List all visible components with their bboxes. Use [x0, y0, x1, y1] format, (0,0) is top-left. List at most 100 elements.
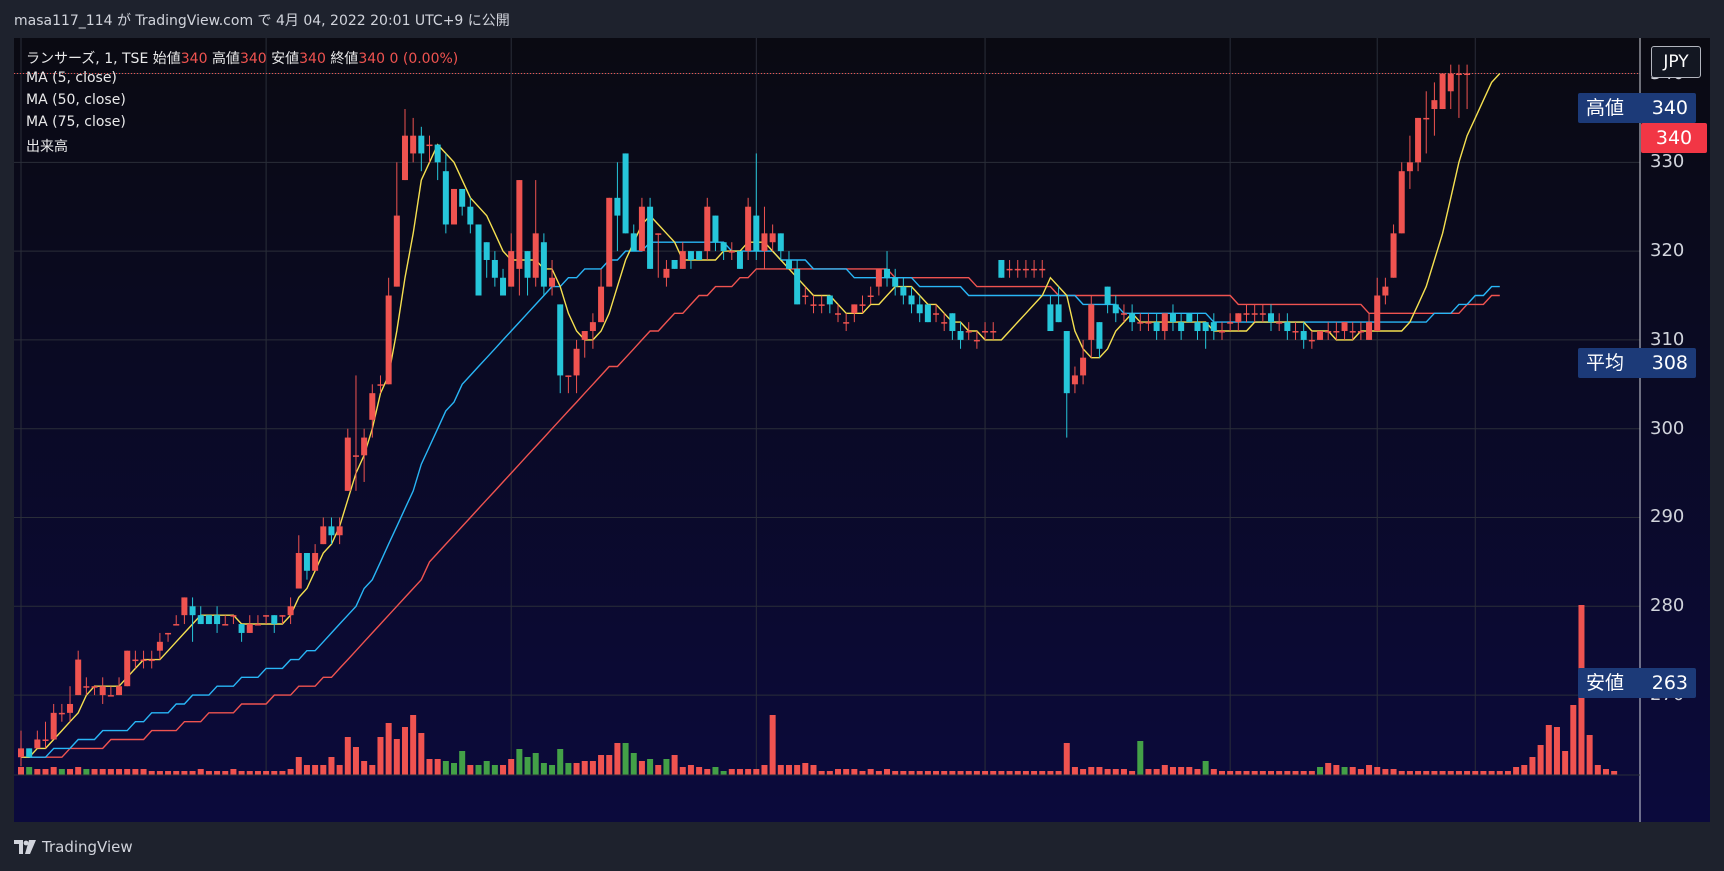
candle	[851, 304, 858, 323]
volume-bar	[287, 769, 294, 775]
candle-body	[679, 251, 686, 269]
volume-bar	[998, 771, 1005, 775]
candle-body	[532, 233, 539, 278]
candle	[230, 615, 237, 625]
volume-bar	[67, 769, 74, 775]
candle	[663, 259, 670, 287]
candle	[802, 286, 809, 305]
candle-body	[295, 553, 302, 589]
volume-bar	[1406, 771, 1413, 775]
candle	[1014, 259, 1021, 278]
candle	[1251, 304, 1258, 323]
volume-bar	[810, 765, 817, 775]
candle-body	[843, 322, 850, 324]
candle-body	[728, 251, 735, 253]
volume-bar	[361, 761, 368, 775]
candle-body	[483, 242, 490, 260]
candle	[1169, 304, 1176, 332]
candle-body	[924, 304, 931, 323]
volume-bar	[238, 771, 245, 775]
candle-body	[982, 331, 989, 333]
candle	[1210, 313, 1217, 340]
candle-body	[140, 659, 147, 662]
candle	[1423, 91, 1430, 154]
candle-body	[638, 206, 645, 252]
volume-bar	[1357, 769, 1364, 775]
volume-bar	[1570, 705, 1577, 775]
tradingview-logo[interactable]: TradingView	[14, 838, 133, 856]
legend-ma50[interactable]: MA (50, close)	[26, 92, 126, 108]
candle-body	[1415, 117, 1422, 163]
high-price-tag: 高値 340	[1578, 93, 1696, 123]
candle	[826, 295, 833, 314]
high-tag-label: 高値	[1586, 97, 1625, 119]
volume-bar	[1382, 769, 1389, 775]
legend-ma75[interactable]: MA (75, close)	[26, 114, 126, 130]
volume-bar	[197, 769, 204, 775]
candle	[736, 251, 743, 269]
candle-body	[369, 393, 376, 420]
volume-bar	[892, 771, 899, 775]
candle-body	[1153, 322, 1160, 332]
candle-body	[328, 526, 335, 536]
candle	[99, 677, 106, 704]
currency-button[interactable]: JPY	[1651, 46, 1701, 78]
candle-body	[826, 295, 833, 305]
avg-tag-label: 平均	[1586, 352, 1625, 374]
legend-volume[interactable]: 出来高	[26, 139, 68, 155]
candle	[214, 606, 221, 633]
candle-body	[42, 739, 49, 741]
volume-bar	[91, 769, 98, 775]
volume-bar	[1137, 741, 1144, 775]
candle	[1349, 322, 1356, 340]
volume-bar	[140, 769, 147, 775]
candle-body	[1390, 233, 1397, 278]
volume-bar	[369, 765, 376, 775]
volume-bar	[467, 765, 474, 775]
legend-close: 340	[358, 51, 386, 67]
candle	[320, 517, 327, 545]
volume-bar	[189, 771, 196, 775]
candle	[1292, 322, 1299, 340]
candle	[107, 686, 114, 697]
volume-bar	[50, 767, 57, 775]
volume-bar	[1202, 761, 1209, 775]
candle-body	[704, 206, 711, 252]
candle	[156, 632, 163, 660]
candle-body	[769, 233, 776, 243]
candle	[271, 615, 278, 633]
candle-body	[941, 322, 948, 324]
candle-body	[524, 251, 531, 278]
candle	[491, 251, 498, 287]
footer-bar	[0, 822, 1724, 871]
chart-frame[interactable]: ランサーズ, 1, TSE 始値340 高値340 安値340 終値340 0 …	[14, 38, 1710, 843]
candle-body	[99, 686, 106, 696]
candle	[475, 224, 482, 296]
volume-bar	[75, 767, 82, 775]
volume-bar	[124, 769, 131, 775]
candle-body	[818, 304, 825, 306]
candle	[892, 268, 899, 296]
volume-bar	[328, 757, 335, 775]
candle	[410, 117, 417, 163]
candle	[1006, 259, 1013, 278]
low-price-tag: 安値 263	[1578, 668, 1696, 698]
candle	[916, 295, 923, 323]
candle-body	[1235, 313, 1242, 323]
candle	[336, 517, 343, 545]
legend-ma5[interactable]: MA (5, close)	[26, 70, 117, 86]
candle-body	[189, 606, 196, 616]
volume-bar	[303, 765, 310, 775]
volume-bar	[1071, 767, 1078, 775]
volume-bar	[875, 771, 882, 775]
candle	[581, 331, 588, 358]
candle-body	[1251, 313, 1258, 315]
chart-svg[interactable]	[14, 38, 1710, 822]
candle-body	[1398, 171, 1405, 234]
volume-bar	[1300, 771, 1307, 775]
candle-body	[263, 615, 270, 617]
candle	[647, 197, 654, 269]
candle	[973, 331, 980, 349]
candle-body	[761, 233, 768, 252]
candle	[42, 721, 49, 749]
